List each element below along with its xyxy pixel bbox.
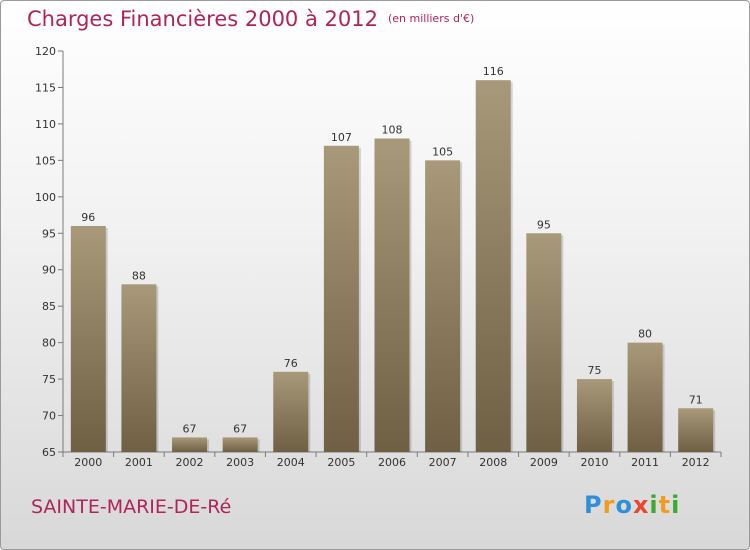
data-label: 67 <box>233 422 247 435</box>
y-tick-label: 90 <box>42 264 56 277</box>
x-tick-label: 2000 <box>74 456 102 469</box>
chart-unit: (en milliers d'€) <box>387 12 475 25</box>
x-tick-label: 2002 <box>176 456 204 469</box>
bar <box>273 371 309 452</box>
data-label: 108 <box>382 123 403 136</box>
bar <box>172 437 208 452</box>
y-tick-label: 120 <box>35 45 56 58</box>
logo-letter: o <box>615 491 633 519</box>
bar <box>627 342 663 452</box>
data-label: 96 <box>81 211 95 224</box>
logo-letter: x <box>632 491 650 519</box>
data-label: 76 <box>284 357 298 370</box>
place-name: SAINTE-MARIE-DE-Ré <box>31 496 232 518</box>
bar <box>678 408 714 452</box>
logo-letter: i <box>671 491 681 519</box>
x-tick-label: 2006 <box>378 456 406 469</box>
data-label: 116 <box>483 65 504 78</box>
x-tick-label: 2005 <box>327 456 355 469</box>
x-tick-label: 2003 <box>226 456 254 469</box>
x-tick-label: 2008 <box>479 456 507 469</box>
chart-title: Charges Financières 2000 à 2012 (en milli… <box>27 7 474 31</box>
logo-letter: r <box>602 491 616 519</box>
data-label: 95 <box>537 218 551 231</box>
data-label: 88 <box>132 269 146 282</box>
proxiti-logo: Proxiti <box>584 491 680 519</box>
bar <box>425 160 461 452</box>
data-label: 80 <box>638 328 652 341</box>
logo-letter: t <box>658 491 672 519</box>
y-tick-label: 70 <box>42 410 56 423</box>
y-tick-label: 65 <box>42 446 56 459</box>
bar <box>222 437 258 452</box>
bar <box>323 145 359 453</box>
x-tick-label: 2010 <box>580 456 608 469</box>
chart-title-text: Charges Financières 2000 à 2012 <box>27 7 378 31</box>
data-label: 75 <box>587 364 601 377</box>
bar <box>121 284 157 452</box>
data-label: 107 <box>331 131 352 144</box>
bar <box>374 138 410 452</box>
data-label: 67 <box>183 422 197 435</box>
bar <box>526 233 562 452</box>
y-tick-label: 75 <box>42 373 56 386</box>
y-tick-label: 80 <box>42 337 56 350</box>
data-label: 71 <box>689 393 703 406</box>
x-tick-label: 2004 <box>277 456 305 469</box>
x-tick-label: 2012 <box>682 456 710 469</box>
bar <box>576 379 612 452</box>
bar <box>475 80 511 452</box>
x-tick-label: 2001 <box>125 456 153 469</box>
y-tick-label: 95 <box>42 227 56 240</box>
logo-letter: P <box>584 491 603 519</box>
y-tick-label: 85 <box>42 300 56 313</box>
y-tick-label: 100 <box>35 191 56 204</box>
y-tick-label: 115 <box>35 81 56 94</box>
logo-letter: i <box>649 491 659 519</box>
x-tick-label: 2011 <box>631 456 659 469</box>
y-tick-label: 110 <box>35 118 56 131</box>
y-tick-label: 105 <box>35 154 56 167</box>
x-tick-label: 2009 <box>530 456 558 469</box>
bar <box>70 225 106 452</box>
data-label: 105 <box>432 145 453 158</box>
x-tick-label: 2007 <box>429 456 457 469</box>
